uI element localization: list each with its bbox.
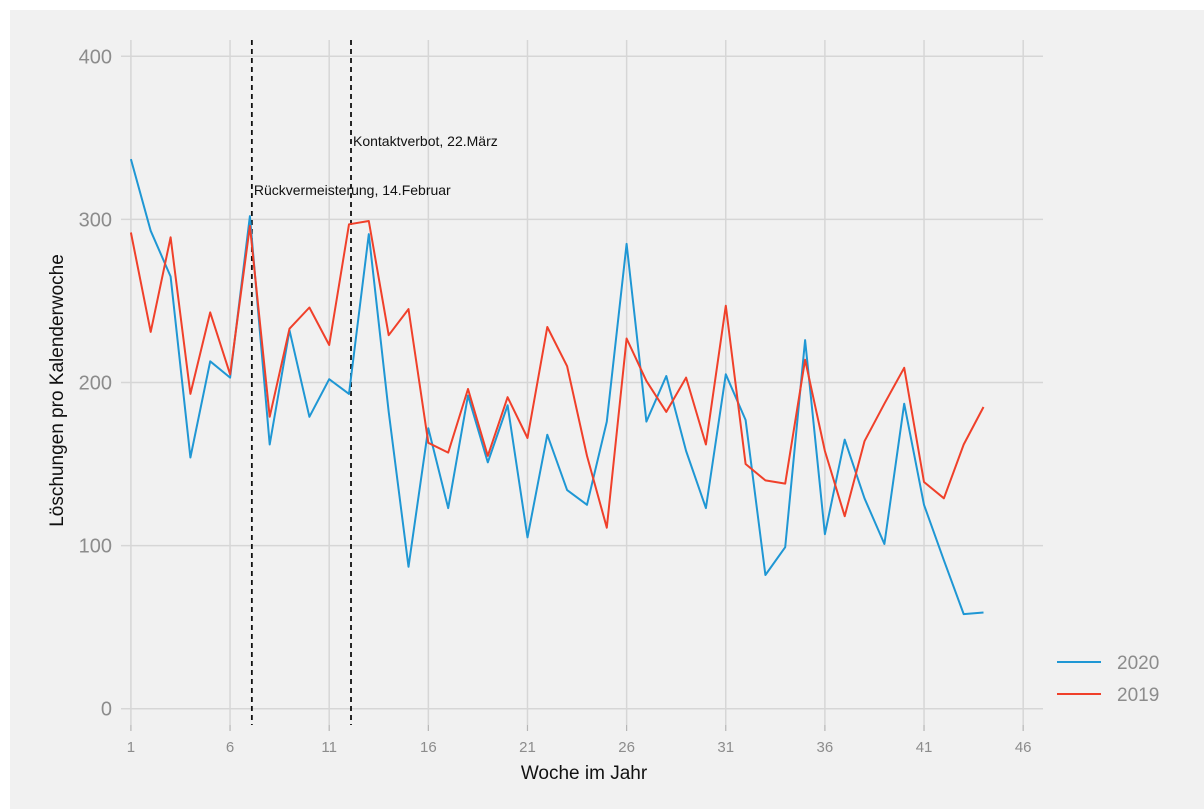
event-annotation-label: Kontaktverbot, 22.März — [353, 133, 498, 149]
x-tick-label: 16 — [420, 739, 437, 756]
x-tick-label: 1 — [127, 739, 135, 756]
y-tick-label: 0 — [101, 699, 112, 721]
legend-label-2019: 2019 — [1117, 685, 1159, 706]
x-tick-label: 31 — [717, 739, 734, 756]
y-tick-label: 200 — [79, 373, 112, 395]
x-tick-label: 46 — [1015, 739, 1032, 756]
x-tick-label: 41 — [916, 739, 933, 756]
y-tick-label: 300 — [79, 209, 112, 231]
y-tick-label: 100 — [79, 536, 112, 558]
x-tick-label: 6 — [226, 739, 234, 756]
x-tick-label: 21 — [519, 739, 536, 756]
event-annotation-label: Rückvermeisterung, 14.Februar — [254, 182, 451, 198]
x-tick-label: 26 — [618, 739, 635, 756]
x-axis-title: Woche im Jahr — [521, 763, 648, 784]
series-line-2020 — [129, 158, 984, 616]
x-tick-label: 11 — [321, 739, 337, 756]
series-line-2019 — [129, 220, 985, 529]
y-axis-title: Löschungen pro Kalenderwoche — [47, 254, 68, 527]
x-tick-label: 36 — [817, 739, 834, 756]
legend-label-2020: 2020 — [1117, 653, 1159, 674]
y-tick-label: 400 — [79, 46, 112, 68]
chart-background — [10, 10, 1204, 809]
